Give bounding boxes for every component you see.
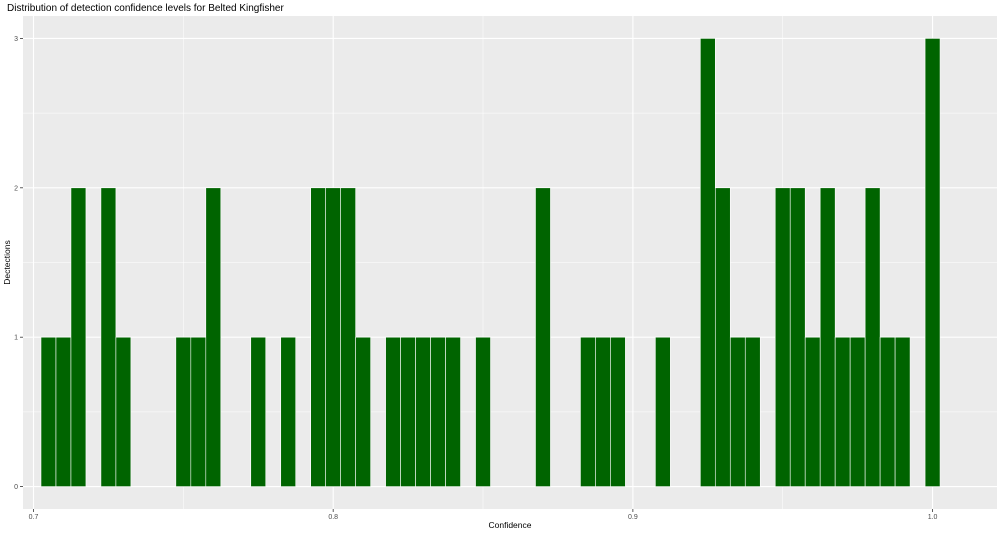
histogram-bar	[655, 336, 671, 487]
histogram-bar	[40, 336, 57, 487]
histogram-bar	[70, 187, 87, 487]
x-axis-title: Confidence	[488, 520, 531, 530]
y-axis-title: Dectections	[2, 240, 12, 284]
histogram-bar	[55, 336, 72, 487]
chart-title: Distribution of detection confidence lev…	[7, 3, 284, 14]
histogram-bar	[879, 336, 896, 487]
histogram-bar	[100, 187, 117, 487]
histogram-bar	[415, 336, 431, 487]
histogram-bar	[924, 38, 941, 487]
histogram-bar	[175, 336, 192, 487]
histogram-bar	[804, 336, 821, 487]
x-tick-label: 0.9	[628, 514, 638, 521]
x-axis-ticks: 0.7 0.8 0.9 1.0	[29, 509, 938, 521]
histogram-bar	[610, 336, 626, 487]
y-tick-label: 0	[14, 484, 18, 491]
y-tick-label: 3	[14, 36, 18, 43]
histogram-bar	[595, 336, 611, 487]
histogram-bar	[445, 336, 461, 487]
histogram-bar	[340, 187, 356, 487]
histogram-bar	[849, 336, 866, 487]
histogram-bar	[894, 336, 911, 487]
y-tick-label: 2	[14, 185, 18, 192]
x-tick-label: 0.7	[29, 514, 39, 521]
histogram-bar	[475, 336, 491, 487]
histogram-bar	[325, 187, 341, 487]
histogram-bar	[774, 187, 791, 487]
histogram-bar	[789, 187, 806, 487]
histogram-bar	[190, 336, 207, 487]
histogram-bar	[714, 187, 731, 487]
histogram-bar	[535, 187, 551, 487]
y-axis-ticks: 0 1 2 3	[14, 36, 23, 491]
histogram-bar	[400, 336, 416, 487]
histogram-bar	[744, 336, 761, 487]
histogram-bar	[355, 336, 371, 487]
histogram-bar	[430, 336, 446, 487]
histogram-bar	[729, 336, 746, 487]
histogram-bar	[280, 336, 297, 487]
histogram-bar	[834, 336, 851, 487]
histogram-bars	[40, 38, 941, 487]
x-tick-label: 1.0	[928, 514, 938, 521]
histogram-bar	[205, 187, 222, 487]
y-tick-label: 1	[14, 335, 18, 342]
histogram-bar	[819, 187, 836, 487]
histogram-bar	[385, 336, 401, 487]
histogram-bar	[580, 336, 596, 487]
histogram-bar	[310, 187, 326, 487]
histogram-bar	[115, 336, 132, 487]
x-tick-label: 0.8	[328, 514, 338, 521]
histogram-bar	[864, 187, 881, 487]
histogram-bar	[250, 336, 267, 487]
histogram-bar	[700, 38, 716, 487]
